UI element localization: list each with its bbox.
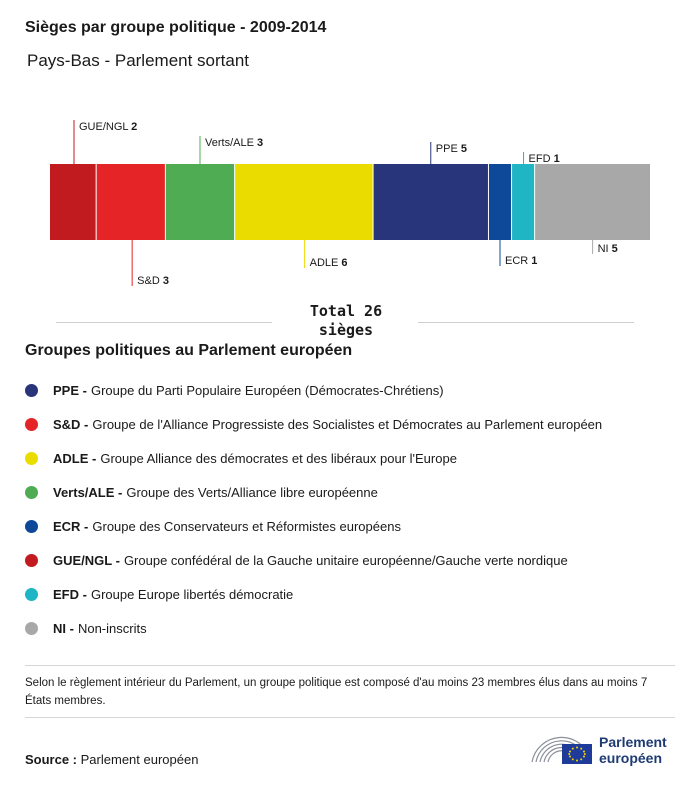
legend-swatch bbox=[25, 553, 38, 567]
legend-swatch bbox=[25, 417, 38, 431]
legend-desc: Non-inscrits bbox=[77, 620, 147, 636]
segment-label: S&D 3 bbox=[137, 275, 169, 287]
legend-desc: Groupe Alliance des démocrates et des li… bbox=[100, 450, 457, 466]
segment-label-name: EFD bbox=[529, 153, 554, 165]
segment-label-value: 6 bbox=[341, 257, 347, 269]
segment-label-value: 5 bbox=[612, 243, 618, 255]
bar-segment-gue-ngl bbox=[50, 164, 97, 240]
segment-label: ADLE 6 bbox=[310, 257, 348, 269]
legend-title: Groupes politiques au Parlement européen bbox=[25, 342, 353, 359]
legend-swatch bbox=[25, 587, 38, 601]
legend-abbr: ADLE - bbox=[53, 450, 97, 466]
legend-item: PPE - Groupe du Parti Populaire Européen … bbox=[25, 373, 602, 407]
segment-label-name: NI bbox=[598, 243, 612, 255]
segment-label-name: ADLE bbox=[310, 257, 342, 269]
legend-swatch bbox=[25, 519, 38, 533]
legend-abbr: PPE - bbox=[53, 382, 87, 398]
segment-label-value: 5 bbox=[461, 143, 467, 155]
legend-swatch bbox=[25, 621, 38, 635]
legend-item: GUE/NGL - Groupe confédéral de la Gauche … bbox=[25, 543, 602, 577]
segment-label-value: 3 bbox=[163, 275, 169, 287]
segment-label-name: ECR bbox=[505, 255, 531, 267]
legend-abbr: NI - bbox=[53, 620, 74, 636]
legend-swatch bbox=[25, 451, 38, 465]
logo-line-1: Parlement bbox=[599, 734, 667, 750]
segment-label-name: Verts/ALE bbox=[205, 137, 257, 149]
legend-desc: Groupe confédéral de la Gauche unitaire … bbox=[123, 552, 568, 568]
segment-label-name: S&D bbox=[137, 275, 163, 287]
divider-bottom bbox=[25, 717, 675, 718]
segment-label-name: GUE/NGL bbox=[79, 121, 131, 133]
chart-subtitle: Pays-Bas - Parlement sortant bbox=[27, 51, 250, 70]
total-divider-right bbox=[418, 322, 634, 323]
legend-desc: Groupe Europe libertés démocratie bbox=[90, 586, 294, 602]
total-seats-label: Total 26 sièges bbox=[273, 302, 419, 340]
segment-label: GUE/NGL 2 bbox=[79, 121, 137, 133]
segment-label: Verts/ALE 3 bbox=[205, 137, 263, 149]
segment-label: ECR 1 bbox=[505, 255, 537, 267]
bar-segment-ni bbox=[534, 164, 650, 240]
legend-abbr: S&D - bbox=[53, 416, 89, 432]
bar-segment-ecr bbox=[488, 164, 512, 240]
logo-line-2: européen bbox=[599, 750, 663, 766]
legend-item: NI - Non-inscrits bbox=[25, 611, 602, 645]
legend-desc: Groupe de l'Alliance Progressiste des So… bbox=[92, 416, 603, 432]
source-line: Source : Parlement européen bbox=[25, 752, 198, 767]
logo-wordmark: Parlement européen bbox=[599, 734, 667, 766]
legend-item: ECR - Groupe des Conservateurs et Réformi… bbox=[25, 509, 602, 543]
segment-label: NI 5 bbox=[598, 243, 618, 255]
legend-abbr: GUE/NGL - bbox=[53, 552, 120, 568]
segment-label-name: PPE bbox=[436, 143, 461, 155]
segment-label: EFD 1 bbox=[529, 153, 560, 165]
hemicycle-flag-icon bbox=[531, 736, 592, 764]
legend-desc: Groupe des Conservateurs et Réformistes … bbox=[92, 518, 401, 534]
total-divider-left bbox=[56, 322, 272, 323]
legend-desc: Groupe du Parti Populaire Européen (Démo… bbox=[90, 382, 444, 398]
legend-swatch bbox=[25, 383, 38, 397]
segment-label: PPE 5 bbox=[436, 143, 467, 155]
legend-swatch bbox=[25, 485, 38, 499]
legend-abbr: EFD - bbox=[53, 586, 87, 602]
bar-segment-s-d bbox=[96, 164, 166, 240]
legend-item: ADLE - Groupe Alliance des démocrates et … bbox=[25, 441, 602, 475]
legend-abbr: ECR - bbox=[53, 518, 89, 534]
ep-logo: Parlement européen bbox=[528, 728, 688, 768]
divider-top bbox=[25, 665, 675, 666]
source-label: Source : bbox=[25, 752, 78, 767]
legend-desc: Groupe des Verts/Alliance libre européen… bbox=[126, 484, 378, 500]
total-seats-unit: sièges bbox=[318, 321, 374, 339]
bar-segment-efd bbox=[511, 164, 535, 240]
segment-label-value: 2 bbox=[131, 121, 137, 133]
legend-item: S&D - Groupe de l'Alliance Progressiste d… bbox=[25, 407, 602, 441]
legend-item: EFD - Groupe Europe libertés démocratie bbox=[25, 577, 602, 611]
legend-abbr: Verts/ALE - bbox=[53, 484, 123, 500]
segment-label-value: 1 bbox=[554, 153, 560, 165]
bar-segment-verts-ale bbox=[165, 164, 235, 240]
chart-title: Sièges par groupe politique - 2009-2014 bbox=[25, 19, 327, 36]
source-value: Parlement européen bbox=[80, 752, 199, 767]
bar-segment-ppe bbox=[373, 164, 489, 240]
segment-label-value: 3 bbox=[257, 137, 263, 149]
legend-item: Verts/ALE - Groupe des Verts/Alliance lib… bbox=[25, 475, 602, 509]
footnote: Selon le règlement intérieur du Parlemen… bbox=[25, 677, 648, 707]
bar-segment-adle bbox=[234, 164, 374, 240]
total-seats-value: Total 26 bbox=[309, 302, 383, 320]
legend-list: PPE - Groupe du Parti Populaire Européen … bbox=[25, 373, 602, 645]
segment-label-value: 1 bbox=[531, 255, 537, 267]
